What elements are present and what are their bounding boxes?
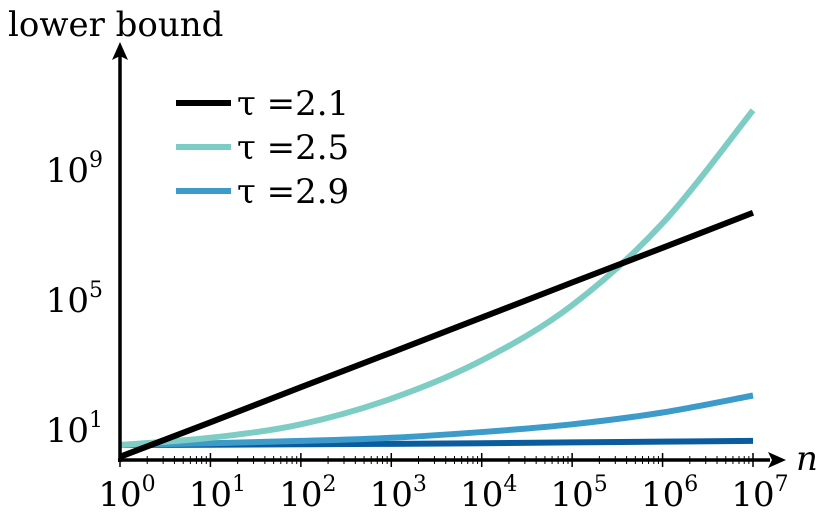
x-tick-label: 104 [460,472,517,515]
x-tick-label: 105 [551,472,608,515]
x-tick-label: 102 [279,472,336,515]
series-lines [118,108,756,460]
series-line-1 [119,108,756,448]
x-tick-label: 103 [370,472,427,515]
x-tick-label: 107 [731,472,788,515]
tick-labels: 100 101 102 103 104 105 106 107 101 105 109 [46,148,789,515]
x-major-ticks [119,453,754,467]
y-tick-label: 109 [46,148,103,191]
y-tick-label: 105 [46,278,103,321]
legend-label: τ =2.5 [237,128,349,168]
y-axis-title: lower bound [8,5,223,45]
x-axis-title: n [796,439,818,479]
x-tick-label: 106 [641,472,698,515]
legend-label: τ =2.1 [237,84,349,124]
x-tick-label: 101 [189,472,246,515]
x-minor-ticks [146,456,750,464]
legend: τ =2.1τ =2.5τ =2.9 [176,84,349,212]
legend-label: τ =2.9 [237,172,349,212]
y-tick-label: 101 [46,408,103,451]
x-axis-arrow [768,452,786,468]
x-tick-label: 100 [98,472,155,515]
y-axis-arrow [112,42,128,60]
series-line-0 [118,209,755,460]
series-line-2 [119,392,754,448]
axes [112,42,786,468]
